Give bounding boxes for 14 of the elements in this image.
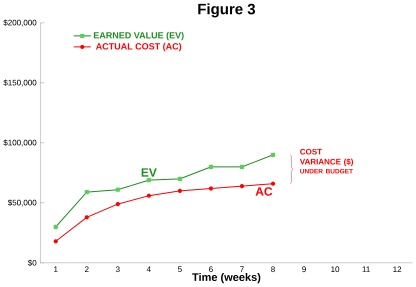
point [54,239,58,244]
annotation: EV [142,168,157,177]
point [84,215,89,220]
point [208,186,214,191]
point [178,189,182,194]
annotation: AC [256,187,272,196]
legend-label: EARNED VALUE (EV) [94,32,184,41]
point [146,194,151,198]
point [240,184,244,188]
x-axis-title: Time (weeks) [192,273,260,284]
point [116,202,120,206]
point [270,182,276,186]
legend-label: ACTUAL COST (AC) [96,43,182,52]
chart-title: Figure 3 [198,4,256,18]
